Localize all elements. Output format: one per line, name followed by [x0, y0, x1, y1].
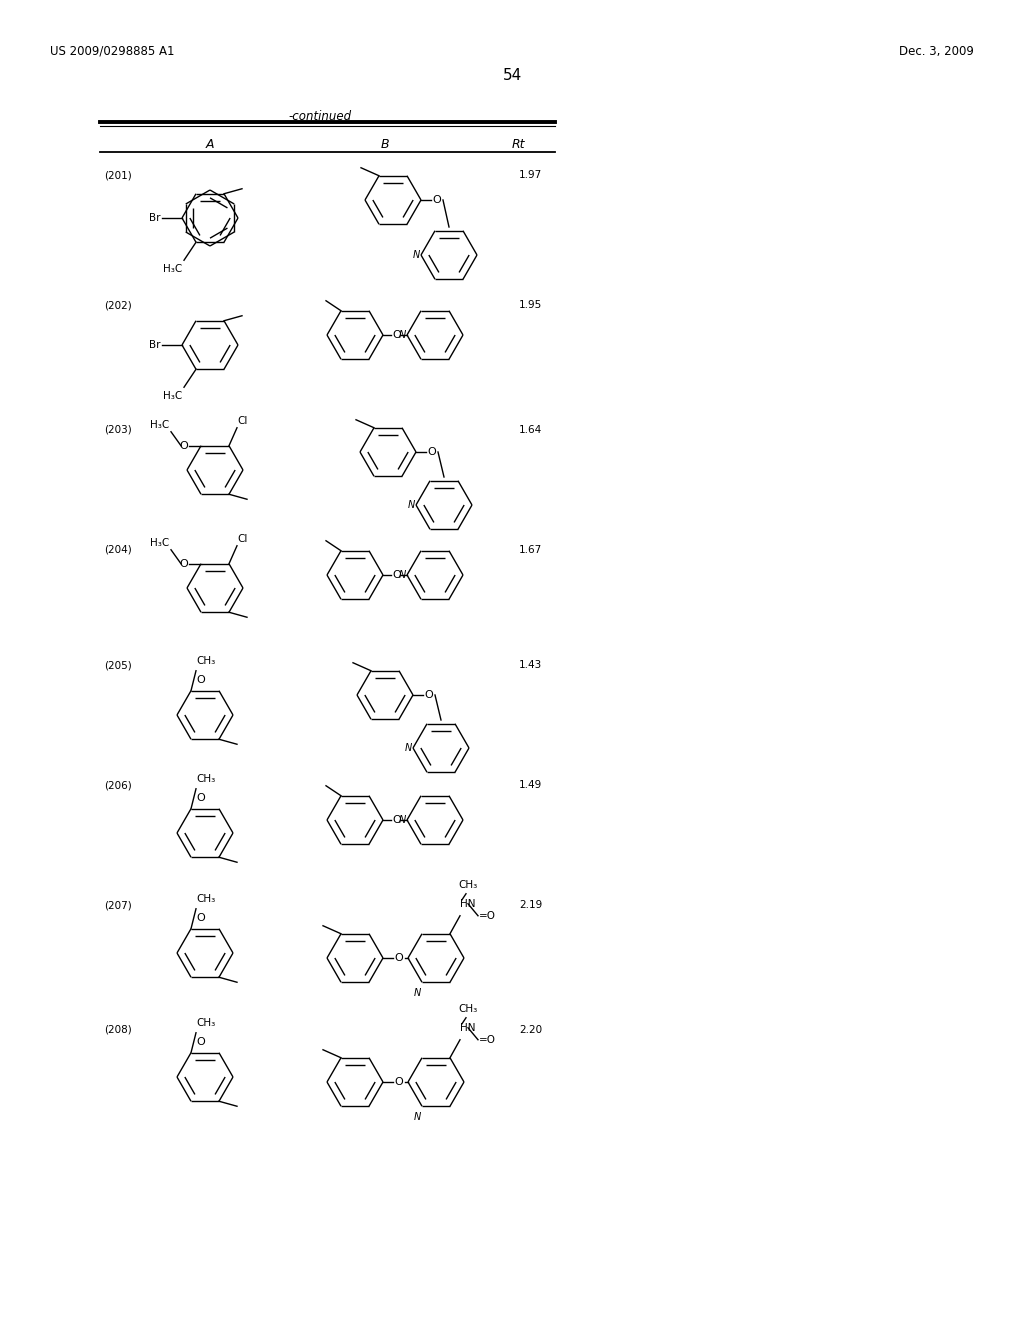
- Text: Br: Br: [150, 341, 161, 350]
- Text: N: N: [414, 1113, 421, 1122]
- Text: US 2009/0298885 A1: US 2009/0298885 A1: [50, 45, 174, 58]
- Text: (203): (203): [104, 425, 132, 436]
- Text: O: O: [196, 1036, 205, 1047]
- Text: N: N: [398, 814, 406, 825]
- Text: O: O: [179, 441, 188, 450]
- Text: O: O: [424, 690, 433, 700]
- Text: O: O: [196, 912, 205, 923]
- Text: N: N: [398, 570, 406, 579]
- Text: HN: HN: [460, 899, 475, 908]
- Text: N: N: [404, 743, 412, 752]
- Text: (207): (207): [104, 900, 132, 909]
- Text: Dec. 3, 2009: Dec. 3, 2009: [899, 45, 974, 58]
- Text: 2.20: 2.20: [519, 1026, 542, 1035]
- Text: (206): (206): [104, 780, 132, 789]
- Text: O: O: [432, 195, 440, 205]
- Text: HN: HN: [460, 1023, 475, 1032]
- Text: CH₃: CH₃: [196, 1018, 215, 1028]
- Text: H₃C: H₃C: [163, 264, 182, 275]
- Text: O: O: [196, 793, 205, 803]
- Text: =O: =O: [479, 1035, 496, 1044]
- Text: O: O: [392, 814, 400, 825]
- Text: (201): (201): [104, 170, 132, 180]
- Text: CH₃: CH₃: [196, 774, 215, 784]
- Text: N: N: [413, 249, 420, 260]
- Text: -continued: -continued: [289, 110, 351, 123]
- Text: Br: Br: [150, 213, 161, 223]
- Text: H₃C: H₃C: [150, 537, 169, 548]
- Text: O: O: [394, 1077, 402, 1086]
- Text: O: O: [427, 447, 436, 457]
- Text: CH₃: CH₃: [196, 894, 215, 904]
- Text: O: O: [196, 675, 205, 685]
- Text: O: O: [394, 953, 402, 964]
- Text: (204): (204): [104, 545, 132, 554]
- Text: H₃C: H₃C: [163, 391, 182, 401]
- Text: (205): (205): [104, 660, 132, 671]
- Text: B: B: [381, 139, 389, 150]
- Text: 1.43: 1.43: [519, 660, 543, 671]
- Text: 54: 54: [503, 69, 521, 83]
- Text: 1.49: 1.49: [519, 780, 543, 789]
- Text: (208): (208): [104, 1026, 132, 1035]
- Text: Cl: Cl: [237, 416, 248, 426]
- Text: =O: =O: [479, 911, 496, 921]
- Text: Cl: Cl: [237, 533, 248, 544]
- Text: CH₃: CH₃: [458, 1003, 477, 1014]
- Text: O: O: [392, 330, 400, 341]
- Text: N: N: [408, 500, 415, 510]
- Text: 1.95: 1.95: [519, 300, 543, 310]
- Text: 2.19: 2.19: [519, 900, 543, 909]
- Text: CH₃: CH₃: [196, 656, 215, 665]
- Text: N: N: [414, 989, 421, 998]
- Text: N: N: [398, 330, 406, 341]
- Text: 1.67: 1.67: [519, 545, 543, 554]
- Text: 1.64: 1.64: [519, 425, 543, 436]
- Text: Rt: Rt: [511, 139, 524, 150]
- Text: (202): (202): [104, 300, 132, 310]
- Text: H₃C: H₃C: [150, 420, 169, 430]
- Text: O: O: [392, 570, 400, 579]
- Text: O: O: [179, 558, 188, 569]
- Text: 1.97: 1.97: [519, 170, 543, 180]
- Text: A: A: [206, 139, 214, 150]
- Text: CH₃: CH₃: [458, 879, 477, 890]
